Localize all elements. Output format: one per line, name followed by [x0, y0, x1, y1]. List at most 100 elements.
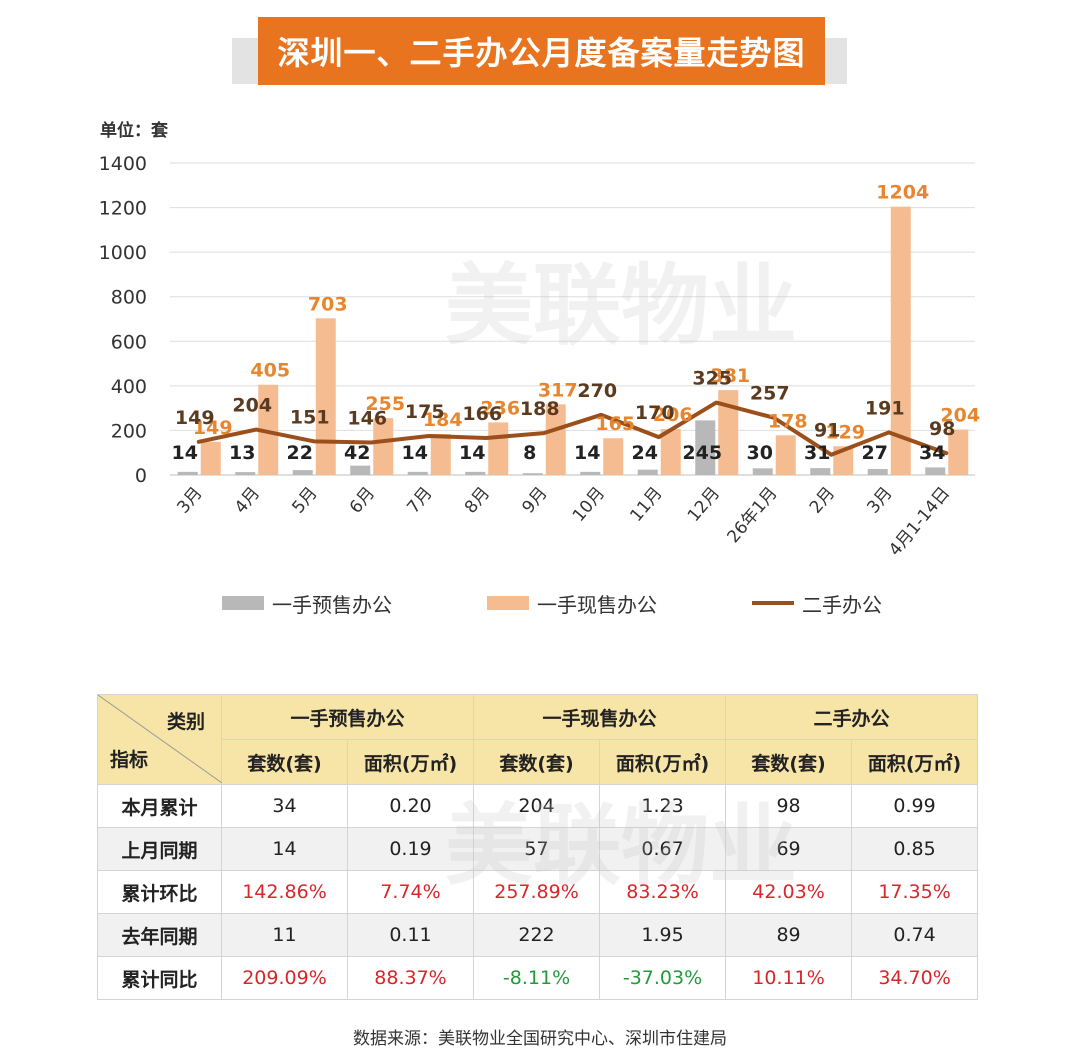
data-label-presale: 13: [229, 442, 255, 464]
group-header-presale: 一手预售办公: [220, 694, 475, 740]
summary-table: 类别 指标 一手预售办公 一手现售办公 二手办公 套数(套) 面积(万㎡) 套数…: [97, 694, 979, 1000]
table-cell: 34: [221, 784, 348, 828]
bar-presale: [752, 468, 773, 475]
unit-label: 单位：套: [100, 120, 169, 141]
table-cell: 0.99: [851, 784, 979, 828]
bar-spot: [315, 318, 336, 475]
bar-spot: [430, 433, 451, 475]
legend-label-spot: 一手现售办公: [537, 592, 657, 617]
y-tick-label: 400: [111, 376, 147, 398]
data-label-spot: 204: [940, 405, 980, 427]
legend-label-presale: 一手预售办公: [272, 592, 392, 617]
y-tick-label: 0: [135, 465, 147, 487]
data-label-secondhand: 204: [232, 395, 272, 417]
data-label-presale: 8: [523, 442, 536, 464]
subheader-cell: 套数(套): [473, 739, 601, 785]
bar-presale: [867, 468, 888, 475]
x-tick-label: 9月: [518, 483, 551, 517]
table-row: 累计同比 209.09% 88.37% -8.11% -37.03% 10.11% 34.7…: [97, 956, 979, 1000]
bar-presale: [695, 420, 716, 475]
table-cell: 89: [725, 913, 853, 957]
y-tick-label: 600: [111, 331, 147, 353]
row-label: 累计环比: [97, 870, 222, 914]
table-cell: 11: [221, 913, 348, 957]
bar-spot: [373, 418, 394, 475]
subheader-cell: 面积(万㎡): [599, 739, 727, 785]
table-cell: 17.35%: [851, 870, 979, 914]
table-cell: -8.11%: [473, 956, 601, 1000]
bar-spot: [718, 390, 739, 475]
table-cell: 83.23%: [599, 870, 727, 914]
data-label-spot: 236: [480, 397, 520, 419]
bar-presale: [292, 470, 313, 475]
x-tick-label: 7月: [403, 483, 436, 517]
table-cell: 34.70%: [851, 956, 979, 1000]
data-label-secondhand: 151: [290, 406, 330, 428]
y-tick-label: 1200: [99, 198, 147, 220]
table-cell: 0.67: [599, 827, 727, 871]
x-tick-label: 12月: [684, 483, 724, 525]
table-cell: 0.11: [346, 913, 475, 957]
table-cell: 98: [725, 784, 853, 828]
data-label-spot: 184: [423, 409, 463, 431]
data-label-spot: 206: [653, 404, 693, 426]
x-tick-label: 10月: [569, 483, 609, 525]
data-label-presale: 30: [747, 442, 773, 464]
bar-presale: [925, 467, 946, 475]
table-cell: 10.11%: [725, 956, 853, 1000]
x-tick-label: 2月: [806, 483, 839, 517]
table-cell: 1.95: [599, 913, 727, 957]
row-label: 上月同期: [97, 827, 222, 871]
group-header-secondhand: 二手办公: [725, 694, 979, 740]
x-tick-label: 26年1月: [724, 483, 782, 547]
bar-presale: [407, 471, 428, 475]
data-label-presale: 24: [632, 442, 658, 464]
legend-swatch-spot: [487, 596, 529, 610]
data-label-spot: 405: [250, 360, 290, 382]
data-label-secondhand: 149: [175, 407, 215, 429]
x-tick-label: 11月: [626, 483, 666, 525]
data-label-spot: 129: [825, 421, 865, 443]
table-cell: 42.03%: [725, 870, 853, 914]
subheader-cell: 套数(套): [221, 739, 348, 785]
legend-item-secondhand: 二手办公: [752, 585, 882, 621]
bar-presale: [580, 471, 601, 475]
data-label-secondhand: 166: [462, 403, 502, 425]
x-tick-label: 4月: [231, 483, 264, 517]
legend-item-spot: 一手现售办公: [487, 585, 657, 621]
corner-diagonal: [98, 695, 222, 783]
y-tick-label: 800: [111, 287, 147, 309]
data-label-presale: 31: [804, 442, 830, 464]
data-label-secondhand: 98: [929, 418, 955, 440]
subheader-cell: 面积(万㎡): [346, 739, 475, 785]
table-cell: 7.74%: [346, 870, 475, 914]
x-tick-label: 3月: [173, 483, 206, 517]
bar-spot: [948, 429, 969, 475]
table-cell: 0.20: [346, 784, 475, 828]
bar-spot: [603, 438, 624, 475]
legend-swatch-presale: [222, 596, 264, 610]
corner-category-label: 类别: [166, 711, 205, 733]
table-cell: 57: [473, 827, 601, 871]
table-cell: 14: [221, 827, 348, 871]
row-label: 累计同比: [97, 956, 222, 1000]
data-label-spot: 178: [768, 410, 808, 432]
data-label-secondhand: 188: [520, 398, 560, 420]
x-tick-label: 4月1-14日: [885, 483, 954, 560]
chart-title: 深圳一、二手办公月度备案量走势图: [258, 17, 825, 85]
bar-presale: [465, 471, 486, 475]
data-label-presale: 14: [574, 442, 600, 464]
legend-swatch-secondhand: [752, 601, 794, 605]
table-row: 本月累计 34 0.20 204 1.23 98 0.99: [97, 784, 979, 828]
data-label-secondhand: 270: [577, 380, 617, 402]
data-source-note: 数据来源：美联物业全国研究中心、深圳市住建局: [353, 1029, 727, 1049]
table-row: 上月同期 14 0.19 57 0.67 69 0.85: [97, 827, 979, 871]
table-cell: 0.74: [851, 913, 979, 957]
table-body: 本月累计 34 0.20 204 1.23 98 0.99 上月同期 14 0.19 57 0.67 6…: [97, 784, 979, 1000]
bar-spot: [660, 429, 681, 475]
bar-presale: [522, 473, 543, 475]
data-label-presale: 27: [862, 442, 888, 464]
data-label-presale: 42: [344, 442, 370, 464]
row-label: 本月累计: [97, 784, 222, 828]
group-header-spot: 一手现售办公: [473, 694, 727, 740]
